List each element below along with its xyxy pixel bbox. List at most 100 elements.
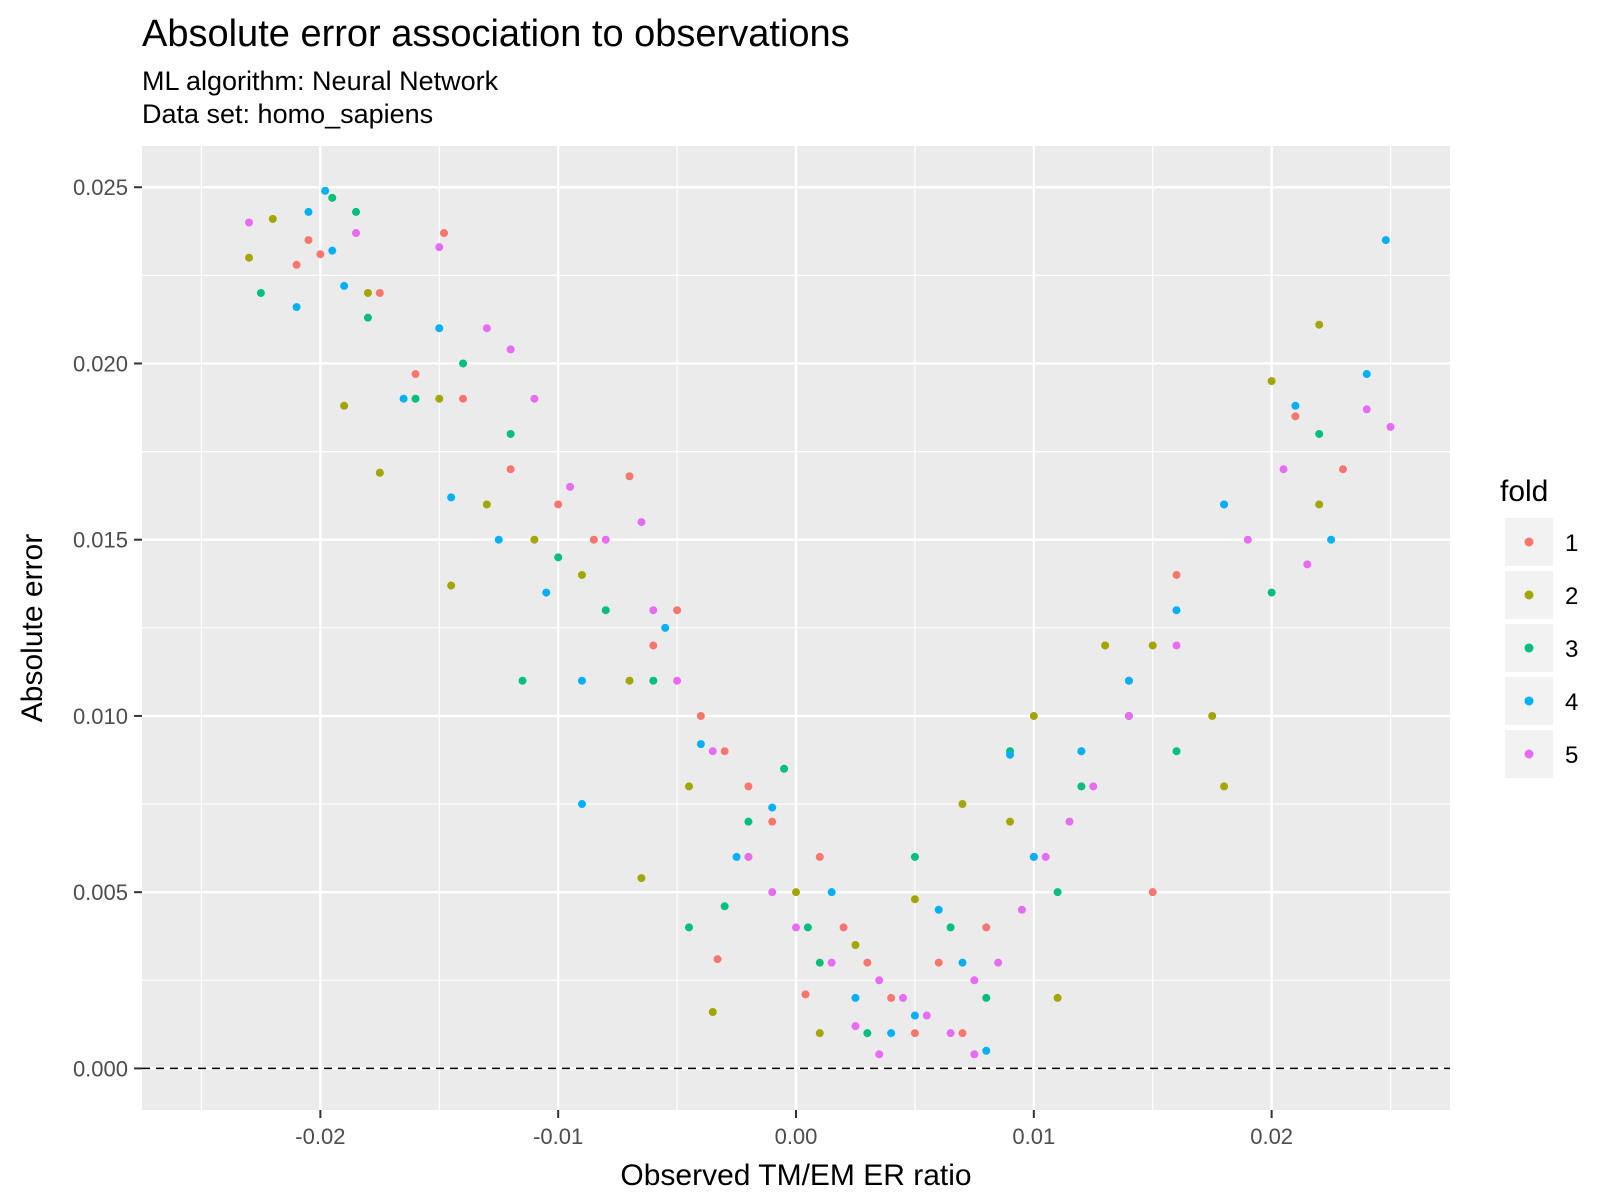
data-point-fold-5 — [946, 1029, 955, 1038]
data-point-fold-2 — [1267, 377, 1276, 386]
data-point-fold-5 — [970, 1050, 979, 1059]
data-point-fold-2 — [684, 782, 693, 791]
data-point-fold-1 — [316, 250, 325, 259]
data-point-fold-5 — [899, 993, 908, 1002]
data-point-fold-4 — [494, 535, 503, 544]
data-point-fold-3 — [815, 958, 824, 967]
data-point-fold-3 — [863, 1029, 872, 1038]
data-point-fold-4 — [661, 623, 670, 632]
data-point-fold-5 — [601, 535, 610, 544]
data-point-fold-3 — [506, 429, 515, 438]
data-point-fold-2 — [268, 214, 277, 223]
legend-key-point — [1524, 696, 1534, 706]
data-point-fold-5 — [1017, 905, 1026, 914]
data-point-fold-5 — [744, 852, 753, 861]
data-point-fold-1 — [1148, 888, 1157, 897]
data-point-fold-5 — [792, 923, 800, 932]
data-point-fold-4 — [435, 324, 444, 333]
data-point-fold-5 — [482, 324, 491, 333]
grid-major — [142, 146, 1450, 1110]
data-point-fold-3 — [982, 993, 991, 1002]
data-point-fold-2 — [1208, 711, 1217, 720]
data-point-fold-4 — [328, 246, 337, 255]
data-point-fold-1 — [887, 993, 896, 1002]
data-point-fold-4 — [887, 1029, 896, 1038]
data-point-fold-5 — [875, 976, 884, 985]
x-tick-label: -0.02 — [295, 1124, 345, 1149]
data-point-fold-1 — [589, 535, 598, 544]
data-point-fold-2 — [375, 468, 384, 477]
data-point-fold-4 — [958, 958, 967, 967]
data-point-fold-4 — [851, 993, 860, 1002]
data-point-fold-5 — [245, 218, 254, 227]
data-point-fold-5 — [708, 747, 717, 756]
data-point-fold-4 — [1172, 606, 1181, 615]
chart-subtitle-line-1: ML algorithm: Neural Network — [142, 66, 499, 96]
data-point-fold-1 — [696, 711, 705, 720]
data-point-fold-2 — [1006, 817, 1015, 826]
data-point-fold-3 — [256, 288, 265, 297]
y-axis-title: Absolute error — [16, 534, 49, 722]
data-point-fold-1 — [768, 817, 777, 826]
data-point-fold-1 — [673, 606, 682, 615]
data-point-fold-3 — [352, 207, 361, 216]
data-point-fold-4 — [577, 676, 586, 685]
chart-title: Absolute error association to observatio… — [142, 13, 850, 55]
data-point-fold-3 — [601, 606, 610, 615]
data-point-fold-4 — [1381, 236, 1390, 245]
data-point-fold-3 — [1077, 782, 1086, 791]
data-point-fold-2 — [1148, 641, 1157, 650]
data-point-fold-5 — [530, 394, 539, 403]
data-point-fold-4 — [1327, 535, 1336, 544]
data-point-fold-4 — [542, 588, 551, 597]
data-point-fold-1 — [440, 229, 449, 238]
data-point-fold-1 — [459, 394, 468, 403]
data-point-fold-2 — [792, 888, 800, 897]
data-point-fold-2 — [625, 676, 634, 685]
data-point-fold-1 — [839, 923, 848, 932]
data-point-fold-1 — [506, 465, 515, 474]
data-point-fold-1 — [982, 923, 991, 932]
data-point-fold-1 — [554, 500, 563, 509]
legend-key-point — [1524, 749, 1534, 759]
data-point-fold-2 — [363, 288, 372, 297]
data-point-fold-3 — [780, 764, 789, 773]
data-point-fold-3 — [649, 676, 658, 685]
data-point-fold-3 — [744, 817, 753, 826]
legend-label: 2 — [1565, 583, 1578, 610]
data-point-fold-5 — [922, 1011, 931, 1020]
data-point-fold-4 — [340, 281, 349, 290]
data-point-fold-3 — [1267, 588, 1276, 597]
x-tick-label: -0.01 — [533, 1124, 583, 1149]
y-axis-ticks: 0.000 0.005 0.010 0.015 0.020 0.025 — [73, 175, 142, 1081]
data-point-fold-5 — [566, 482, 575, 491]
data-point-fold-1 — [713, 955, 722, 964]
data-point-fold-4 — [399, 394, 408, 403]
legend-key-point — [1524, 590, 1534, 600]
data-point-fold-4 — [827, 888, 836, 897]
data-point-fold-1 — [304, 236, 313, 245]
data-point-fold-5 — [875, 1050, 884, 1059]
data-point-fold-1 — [801, 990, 810, 999]
data-point-fold-4 — [934, 905, 943, 914]
data-point-fold-2 — [637, 874, 646, 883]
data-point-fold-2 — [910, 895, 919, 904]
data-point-fold-2 — [1315, 320, 1324, 329]
x-tick-label: 0.00 — [775, 1124, 818, 1149]
data-point-fold-2 — [482, 500, 491, 509]
data-point-fold-2 — [851, 941, 860, 950]
data-point-fold-1 — [1291, 412, 1300, 421]
legend-key-point — [1524, 537, 1534, 547]
data-point-fold-5 — [827, 958, 836, 967]
data-point-fold-2 — [340, 401, 349, 410]
data-point-fold-1 — [649, 641, 658, 650]
data-point-fold-2 — [447, 581, 456, 590]
data-point-fold-2 — [958, 800, 967, 809]
data-point-fold-3 — [946, 923, 955, 932]
data-point-fold-1 — [411, 370, 420, 379]
data-point-fold-3 — [1053, 888, 1062, 897]
data-point-fold-1 — [1172, 570, 1181, 579]
data-point-fold-5 — [673, 676, 682, 685]
data-point-fold-3 — [328, 193, 337, 202]
